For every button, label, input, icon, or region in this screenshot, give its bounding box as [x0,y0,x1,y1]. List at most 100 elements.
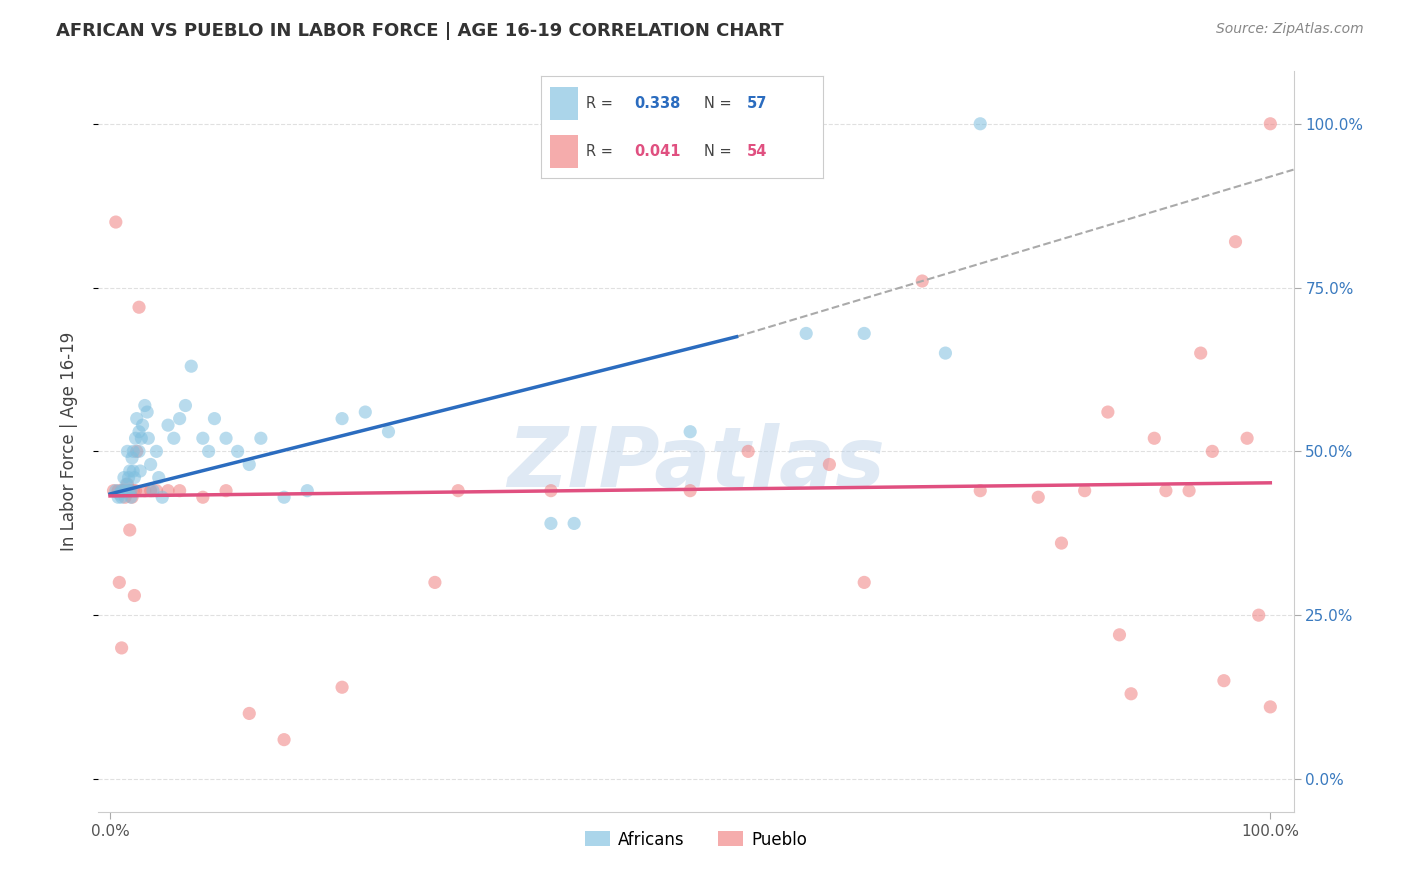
Point [540,483,562,498]
Point [180,359,202,374]
Point [1097,405,1119,419]
Point [120,490,142,504]
Point [125,411,148,425]
Text: 54: 54 [747,145,766,160]
Point [125,444,148,458]
Point [377,425,399,439]
Point [139,483,162,498]
Point [1108,628,1130,642]
Point [150,490,173,504]
Point [1236,431,1258,445]
Point [124,589,146,603]
Point [934,346,956,360]
Point [238,458,260,472]
Point [197,444,219,458]
Point [112,470,135,484]
Point [169,483,191,498]
Point [1073,483,1095,498]
Point [142,483,165,498]
Point [136,431,159,445]
Point [238,706,260,721]
Point [107,483,129,498]
Point [108,487,131,501]
Text: ZIPatlas: ZIPatlas [508,423,884,504]
Point [169,411,191,425]
Point [114,483,136,498]
Point [120,483,142,498]
Point [148,470,170,484]
Point [1154,483,1177,498]
Point [139,458,162,472]
Point [1247,608,1270,623]
Point [1050,536,1073,550]
Point [215,483,238,498]
Point [111,483,134,498]
Point [1026,490,1049,504]
Point [330,411,353,425]
Text: N =: N = [704,145,737,160]
Point [117,483,139,498]
Point [118,464,141,478]
Point [1258,699,1281,714]
Point [191,490,214,504]
Point [853,326,876,341]
Point [818,458,841,472]
Point [1189,346,1212,360]
Point [124,470,146,484]
Point [111,640,134,655]
Point [330,680,353,694]
Point [679,483,702,498]
Point [117,483,139,498]
Point [273,490,295,504]
Point [163,431,186,445]
Point [122,444,145,458]
Point [794,326,817,341]
Point [112,483,135,498]
Point [124,483,146,498]
Bar [550,136,578,168]
Text: 57: 57 [747,96,766,111]
Text: Source: ZipAtlas.com: Source: ZipAtlas.com [1216,22,1364,37]
Text: R =: R = [586,96,617,111]
Point [114,490,136,504]
Text: R =: R = [586,145,617,160]
Point [131,418,153,433]
Point [103,483,125,498]
Text: 0.041: 0.041 [634,145,681,160]
Bar [550,87,578,120]
Point [111,483,134,498]
Point [191,431,214,445]
Point [145,483,167,498]
Point [157,483,180,498]
Point [1225,235,1247,249]
Point [117,477,139,491]
Point [447,483,470,498]
Point [174,399,197,413]
Point [104,215,127,229]
Point [145,444,167,458]
Point [117,470,139,484]
Text: N =: N = [704,96,737,111]
Point [121,490,143,504]
Point [562,516,585,531]
Point [969,483,991,498]
Point [250,431,273,445]
Point [204,411,226,425]
Point [120,483,142,498]
Text: 0.338: 0.338 [634,96,681,111]
Point [134,399,156,413]
Point [1212,673,1234,688]
Y-axis label: In Labor Force | Age 16-19: In Labor Force | Age 16-19 [59,332,77,551]
Point [131,431,153,445]
Point [423,575,446,590]
Point [969,117,991,131]
Point [107,490,129,504]
Text: AFRICAN VS PUEBLO IN LABOR FORCE | AGE 16-19 CORRELATION CHART: AFRICAN VS PUEBLO IN LABOR FORCE | AGE 1… [56,22,785,40]
Point [136,405,159,419]
Point [1201,444,1223,458]
Point [128,300,150,314]
Point [540,516,562,531]
Point [226,444,249,458]
Point [134,483,156,498]
Point [737,444,759,458]
